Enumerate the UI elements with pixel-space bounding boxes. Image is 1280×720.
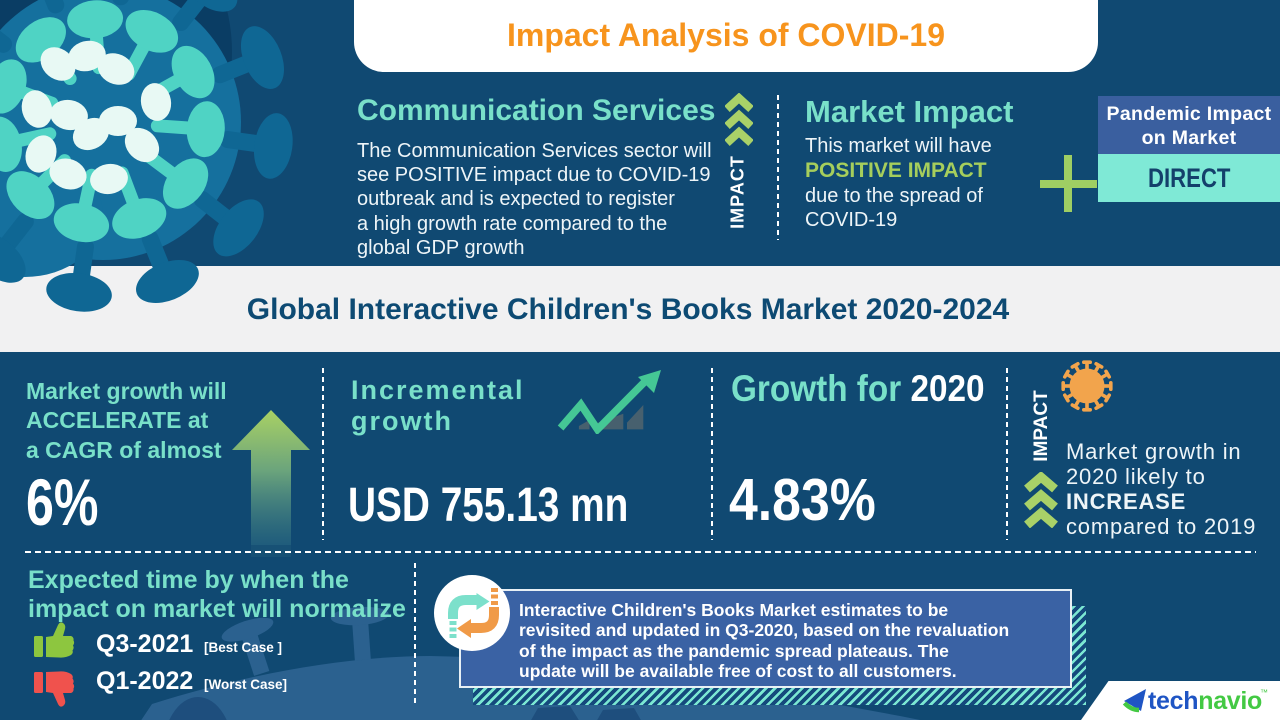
svg-text:technavio: technavio [1148,687,1262,715]
svg-text:™: ™ [1260,688,1268,697]
